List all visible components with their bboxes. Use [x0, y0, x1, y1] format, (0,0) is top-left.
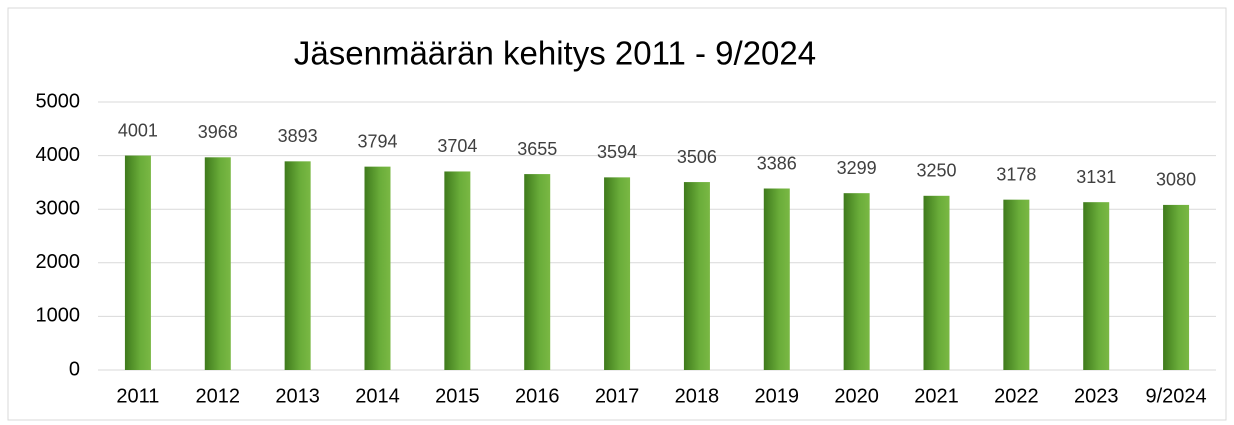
- x-tick-label: 2015: [435, 385, 480, 407]
- data-label: 3594: [597, 142, 637, 162]
- bar: [1083, 202, 1110, 370]
- bar: [1163, 204, 1190, 370]
- bar: [444, 171, 471, 370]
- data-label: 3893: [278, 126, 318, 146]
- chart-title: Jäsenmäärän kehitys 2011 - 9/2024: [294, 35, 816, 72]
- bar: [604, 177, 631, 370]
- bar: [763, 188, 790, 370]
- x-tick-label: 2018: [675, 385, 720, 407]
- y-tick-label: 4000: [36, 144, 81, 166]
- data-label: 3250: [916, 161, 956, 181]
- data-label: 3506: [677, 147, 717, 167]
- data-label: 3655: [517, 139, 557, 159]
- data-label: 3704: [437, 136, 477, 156]
- x-tick-label: 2014: [355, 385, 400, 407]
- bar: [364, 166, 391, 370]
- x-tick-label: 2023: [1074, 385, 1119, 407]
- y-tick-label: 1000: [36, 305, 81, 327]
- bar: [1003, 199, 1030, 370]
- bar: [284, 161, 311, 370]
- bar: [843, 193, 870, 370]
- bar: [923, 195, 950, 370]
- data-label: 3386: [757, 153, 797, 173]
- y-tick-label: 0: [69, 358, 80, 380]
- x-tick-label: 2017: [595, 385, 640, 407]
- bar: [683, 182, 710, 370]
- x-tick-label: 2012: [196, 385, 241, 407]
- bar: [124, 155, 151, 370]
- data-label: 3178: [996, 164, 1036, 184]
- x-tick-label: 2016: [515, 385, 560, 407]
- y-tick-label: 5000: [36, 90, 81, 112]
- x-tick-label: 2013: [275, 385, 320, 407]
- data-label: 3299: [837, 158, 877, 178]
- x-tick-label: 2021: [914, 385, 959, 407]
- x-tick-label: 2011: [116, 385, 159, 407]
- bar: [524, 174, 551, 370]
- data-label: 3968: [198, 122, 238, 142]
- y-tick-label: 3000: [36, 197, 81, 219]
- x-tick-label: 9/2024: [1145, 385, 1206, 407]
- x-tick-label: 2022: [994, 385, 1039, 407]
- data-label: 3080: [1156, 170, 1196, 190]
- data-label: 4001: [118, 120, 158, 140]
- x-tick-label: 2019: [755, 385, 800, 407]
- y-tick-label: 2000: [36, 251, 81, 273]
- bar: [204, 157, 231, 370]
- x-tick-label: 2020: [834, 385, 879, 407]
- data-label: 3131: [1076, 167, 1116, 187]
- data-label: 3794: [357, 131, 397, 151]
